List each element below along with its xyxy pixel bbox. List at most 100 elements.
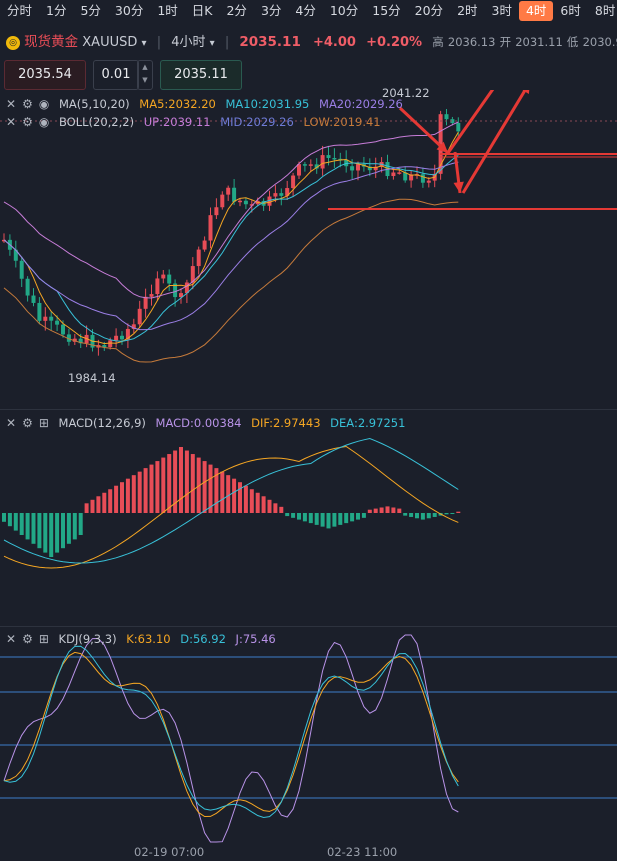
macd-bar <box>90 499 95 513</box>
candle-body <box>125 328 130 340</box>
ma-legend: ✕ ⚙ ◉ MA(5,10,20) MA5:2032.20 MA10:2031.95… <box>6 97 403 111</box>
macd-bar <box>167 454 172 513</box>
macd-bar <box>19 513 24 535</box>
tab-1[interactable]: 1分 <box>46 3 67 18</box>
candle-body <box>143 296 148 309</box>
tab-8[interactable]: 4分 <box>295 3 316 18</box>
candle-body <box>2 239 6 242</box>
quantity-stepper[interactable]: ▲ ▼ <box>137 60 153 90</box>
macd-bar <box>161 457 166 513</box>
close-icon[interactable]: ✕ <box>6 632 17 646</box>
tab-16[interactable]: 8时 <box>594 3 616 18</box>
annotations <box>328 90 617 210</box>
close-icon[interactable]: ✕ <box>6 115 17 129</box>
candle-body <box>320 155 325 169</box>
symbol-code[interactable]: XAUUSD <box>82 35 138 50</box>
gear-icon[interactable]: ⚙ <box>22 115 33 129</box>
tab-14[interactable]: 4时 <box>518 1 554 21</box>
stepper-up-icon[interactable]: ▲ <box>142 63 148 71</box>
ma20-value: MA20:2029.26 <box>319 97 403 111</box>
macd-bar <box>114 485 119 513</box>
macd-bar <box>131 475 136 513</box>
tab-7[interactable]: 3分 <box>260 3 282 18</box>
tab-3[interactable]: 30分 <box>114 3 144 18</box>
tab-10[interactable]: 15分 <box>372 3 401 18</box>
candle-body <box>249 204 254 206</box>
macd-bar <box>7 513 12 527</box>
tab-0[interactable]: 分时 <box>7 3 33 18</box>
macd-bar <box>326 513 331 529</box>
macd-bar <box>202 461 207 513</box>
stepper-down-icon[interactable]: ▼ <box>142 76 148 84</box>
macd-bar <box>361 513 366 518</box>
gear-icon[interactable]: ⚙ <box>22 632 33 646</box>
kline-chart[interactable] <box>0 90 617 861</box>
candle-body <box>61 324 65 335</box>
symbol-name[interactable]: 现货黄金 <box>24 34 79 50</box>
macd-bar <box>2 513 6 522</box>
tab-12[interactable]: 2时 <box>457 3 478 18</box>
d-line <box>3 645 459 819</box>
gear-icon[interactable]: ⚙ <box>22 97 33 111</box>
time-label: 02-19 07:00 <box>134 845 205 859</box>
tab-5[interactable]: 日K <box>191 3 213 18</box>
macd-bar <box>279 506 284 513</box>
eye-icon[interactable]: ◉ <box>38 97 50 111</box>
kdj-label: KDJ(9,3,3) <box>58 632 117 646</box>
close-icon[interactable]: ✕ <box>6 416 17 430</box>
tab-11[interactable]: 20分 <box>414 3 444 18</box>
plus-box-icon[interactable]: ⊞ <box>38 632 49 646</box>
buy-price-button[interactable]: 2035.11 <box>160 60 242 90</box>
candle-body <box>267 196 272 206</box>
macd-bar <box>72 513 77 540</box>
low-label: 低 <box>566 35 579 49</box>
macd-bar <box>249 489 254 513</box>
macd-bar <box>332 513 337 527</box>
gear-icon[interactable]: ⚙ <box>22 416 33 430</box>
candle-body <box>314 164 319 169</box>
macd-bar <box>66 513 71 544</box>
tab-15[interactable]: 6时 <box>560 3 581 18</box>
close-icon[interactable]: ✕ <box>6 97 17 111</box>
macd-bar <box>403 513 408 516</box>
candle-body <box>179 293 183 298</box>
tab-4[interactable]: 1时 <box>157 3 178 18</box>
macd-bar <box>143 468 148 513</box>
dea-line <box>3 437 459 564</box>
candle-body <box>202 240 207 250</box>
macd-bar <box>344 513 349 524</box>
macd-bar <box>297 513 301 520</box>
period-dropdown-icon[interactable]: ▾ <box>209 38 215 49</box>
panel-divider <box>0 626 617 627</box>
sell-price-button[interactable]: 2035.54 <box>4 60 86 90</box>
timeframe-tabs: 分时1分5分30分1时日K2分3分4分10分15分20分2时3时4时6时8时1 <box>0 0 617 22</box>
macd-bar <box>226 475 231 513</box>
candle-body <box>403 172 408 181</box>
candle-body <box>332 157 337 160</box>
period-selector[interactable]: 4小时 <box>171 35 206 50</box>
candle-body <box>25 278 30 296</box>
macd-bar <box>255 492 260 513</box>
tab-13[interactable]: 3时 <box>491 3 512 18</box>
macd-bar <box>367 509 372 513</box>
eye-icon[interactable]: ◉ <box>38 115 50 129</box>
order-bar: 2035.54 0.01 ▲ ▼ 2035.11 <box>0 60 617 90</box>
candle-body <box>208 215 213 241</box>
macd-label: MACD(12,26,9) <box>58 416 146 430</box>
plus-box-icon[interactable]: ⊞ <box>38 416 49 430</box>
macd-bar <box>426 513 431 519</box>
symbol-dropdown-icon[interactable]: ▾ <box>141 38 147 49</box>
macd-bar <box>61 513 65 549</box>
arrow-shaft <box>446 90 495 154</box>
macd-bar <box>84 503 89 513</box>
quantity-input[interactable]: 0.01 <box>93 60 139 90</box>
tab-6[interactable]: 2分 <box>226 3 247 18</box>
tab-2[interactable]: 5分 <box>80 3 101 18</box>
macd-bar <box>208 464 213 513</box>
macd-bar <box>31 513 36 544</box>
arrow-head <box>453 181 464 193</box>
macd-bar <box>43 513 48 553</box>
macd-bar <box>102 492 107 513</box>
tab-9[interactable]: 10分 <box>329 3 359 18</box>
macd-bar <box>137 471 142 513</box>
